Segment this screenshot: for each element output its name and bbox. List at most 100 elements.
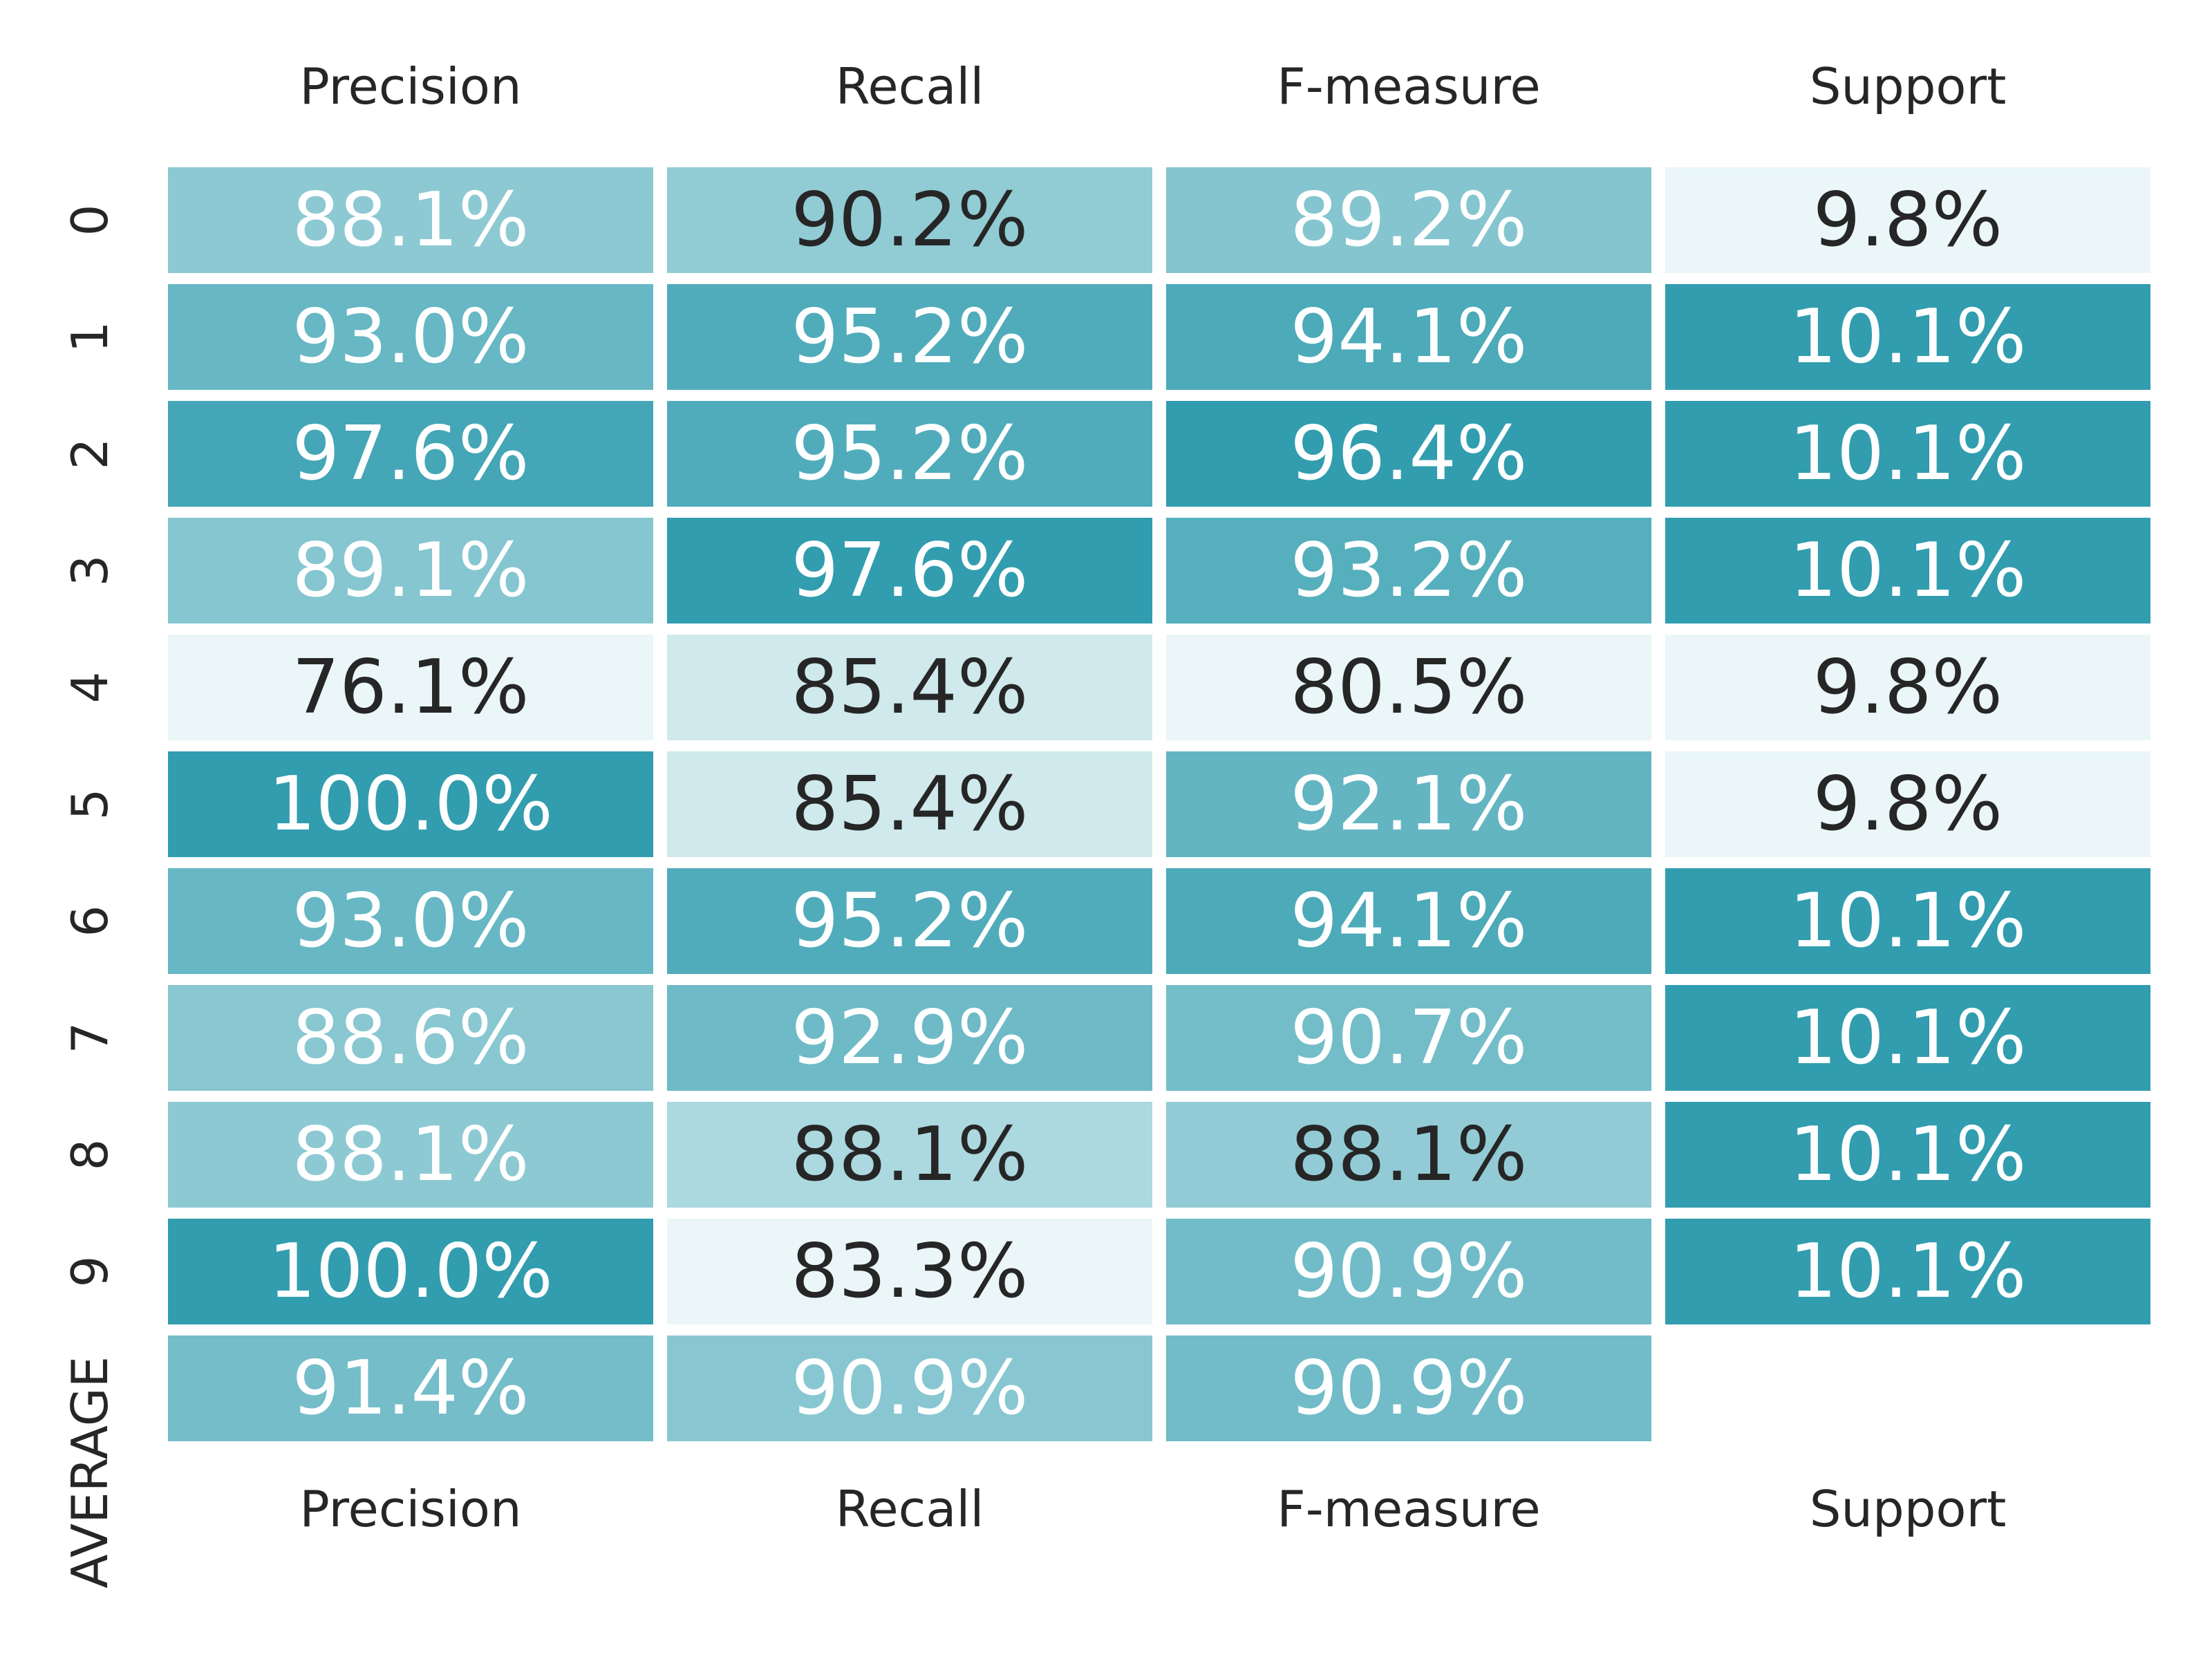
column-labels-top: Precision Recall F-measure Support [299, 57, 2006, 115]
heatmap-cell-r2-c0 [168, 401, 653, 507]
heatmap-cell-r4-c3 [1665, 635, 2150, 740]
cell-value-label: 88.6% [292, 995, 529, 1081]
cell-value-label: 88.1% [1290, 1112, 1527, 1198]
heatmap-cell-r6-c3 [1665, 868, 2150, 974]
row-labels: 0 1 2 3 4 5 6 7 8 9 AVERAGE [61, 205, 119, 1588]
cell-value-label: 90.2% [791, 177, 1028, 263]
cell-value-label: 88.1% [791, 1112, 1028, 1198]
heatmap-cell-r8-c1 [667, 1102, 1152, 1208]
cell-value-label: 76.1% [292, 644, 529, 731]
heatmap-cell-r3-c0 [168, 518, 653, 624]
cell-value-label: 94.1% [1290, 878, 1527, 964]
heatmap-cell-r7-c2 [1166, 985, 1651, 1091]
cell-value-label: 97.6% [791, 527, 1028, 614]
cell-value-label: 10.1% [1789, 1112, 2026, 1198]
heatmap-cell-r5-c3 [1665, 751, 2150, 857]
cell-value-label: 10.1% [1789, 995, 2026, 1081]
heatmap-cell-r7-c1 [667, 985, 1152, 1091]
cell-value-label: 92.1% [1290, 761, 1527, 847]
row-label: 2 [61, 438, 119, 470]
row-label: AVERAGE [61, 1356, 119, 1588]
cell-value-label: 95.2% [791, 878, 1028, 964]
heatmap-cells: 88.1% 90.2% 89.2% 9.8% 93.0% 95.2% 94.1% 10.1% 9… [168, 167, 2150, 1441]
cell-value-label: 100.0% [268, 1228, 553, 1315]
heatmap-cell-r4-c0 [168, 635, 653, 740]
column-label-top: Support [1810, 57, 2007, 115]
heatmap-cell-r5-c0 [168, 751, 653, 857]
cell-value-label: 93.2% [1290, 527, 1527, 614]
heatmap-cell-r8-c3 [1665, 1102, 2150, 1208]
cell-value-label: 80.5% [1290, 644, 1527, 731]
cell-value-label: 96.4% [1290, 411, 1527, 497]
cell-value-label: 88.1% [292, 1112, 529, 1198]
cell-value-label: 95.2% [791, 294, 1028, 380]
cell-value-label: 100.0% [268, 761, 553, 847]
heatmap-cell-r1-c2 [1166, 284, 1651, 390]
cell-value-label: 9.8% [1813, 177, 2003, 263]
heatmap-cell-r10-c1 [667, 1335, 1152, 1441]
heatmap-cell-r9-c0 [168, 1219, 653, 1324]
column-label-top: Recall [836, 57, 984, 115]
row-label: 9 [61, 1256, 119, 1288]
heatmap-cell-r2-c3 [1665, 401, 2150, 507]
cell-value-label: 10.1% [1789, 411, 2026, 497]
heatmap-cell-r2-c2 [1166, 401, 1651, 507]
row-label: 3 [61, 555, 119, 587]
cell-value-label: 91.4% [292, 1345, 529, 1432]
heatmap-cell-r8-c2 [1166, 1102, 1651, 1208]
heatmap-cell-r3-c2 [1166, 518, 1651, 624]
column-label-bottom: Recall [836, 1480, 984, 1538]
cell-value-label: 97.6% [292, 411, 529, 497]
cell-value-label: 10.1% [1789, 294, 2026, 380]
cell-value-label: 89.2% [1290, 177, 1527, 263]
heatmap-cell-r7-c0 [168, 985, 653, 1091]
cell-value-label: 83.3% [791, 1228, 1028, 1315]
cell-value-label: 92.9% [791, 995, 1028, 1081]
row-label: 0 [61, 205, 119, 236]
column-label-bottom: Precision [299, 1480, 521, 1538]
heatmap-cell-r1-c0 [168, 284, 653, 390]
cell-value-label: 10.1% [1789, 1228, 2026, 1315]
cell-value-label: 90.9% [1290, 1228, 1527, 1315]
cell-value-label: 9.8% [1813, 761, 2003, 847]
row-label: 6 [61, 906, 119, 937]
heatmap-cell-r0-c0 [168, 167, 653, 273]
heatmap-cell-r0-c3 [1665, 167, 2150, 273]
heatmap-cell-r3-c1 [667, 518, 1152, 624]
cell-value-label: 85.4% [791, 644, 1028, 731]
heatmap-cell-r9-c3 [1665, 1219, 2150, 1324]
heatmap-cell-r6-c0 [168, 868, 653, 974]
heatmap-cell-r5-c2 [1166, 751, 1651, 857]
heatmap-cell-r6-c1 [667, 868, 1152, 974]
heatmap-cell-r6-c2 [1166, 868, 1651, 974]
column-label-bottom: F-measure [1277, 1480, 1540, 1538]
heatmap-cell-r7-c3 [1665, 985, 2150, 1091]
cell-value-label: 93.0% [292, 878, 529, 964]
heatmap-cell-r4-c1 [667, 635, 1152, 740]
column-label-bottom: Support [1810, 1480, 2007, 1538]
cell-value-label: 85.4% [791, 761, 1028, 847]
row-label: 5 [61, 789, 119, 821]
cell-value-label: 88.1% [292, 177, 529, 263]
cell-value-label: 10.1% [1789, 878, 2026, 964]
row-label: 1 [61, 321, 119, 353]
heatmap-cell-r0-c1 [667, 167, 1152, 273]
heatmap-cell-r1-c3 [1665, 284, 2150, 390]
row-label: 7 [61, 1022, 119, 1054]
cell-value-label: 94.1% [1290, 294, 1527, 380]
cell-value-label: 90.9% [1290, 1345, 1527, 1432]
cell-value-label: 90.7% [1290, 995, 1527, 1081]
heatmap-cell-r9-c2 [1166, 1219, 1651, 1324]
heatmap-cell-r10-c2 [1166, 1335, 1651, 1441]
heatmap-cell-r8-c0 [168, 1102, 653, 1208]
row-label: 8 [61, 1139, 119, 1171]
cell-value-label: 9.8% [1813, 644, 2003, 731]
cell-value-label: 90.9% [791, 1345, 1028, 1432]
heatmap-cell-r3-c3 [1665, 518, 2150, 624]
cell-value-label: 89.1% [292, 527, 529, 614]
heatmap-cell-r1-c1 [667, 284, 1152, 390]
cell-value-label: 10.1% [1789, 527, 2026, 614]
heatmap-cell-r0-c2 [1166, 167, 1651, 273]
heatmap-cell-r5-c1 [667, 751, 1152, 857]
